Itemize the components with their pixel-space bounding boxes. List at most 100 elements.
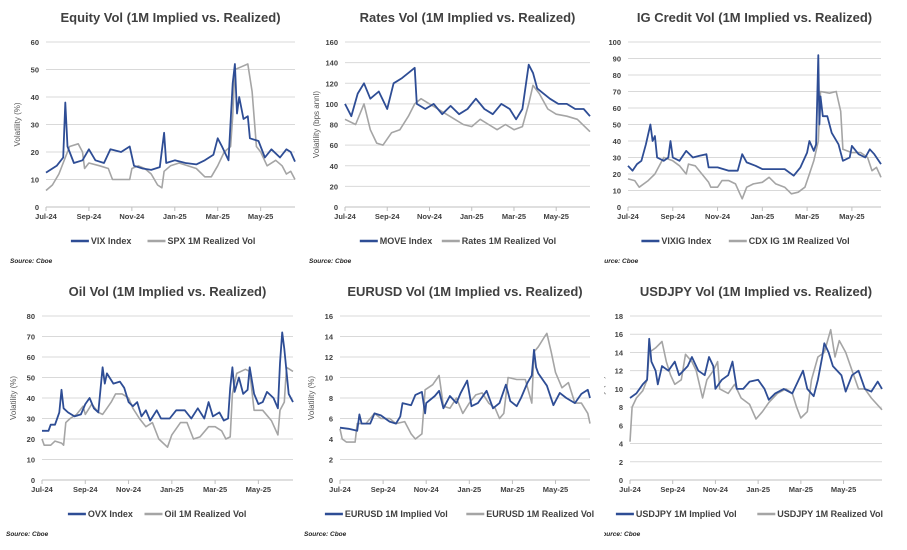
x-tick-label: Mar-25 <box>502 212 526 221</box>
y-tick-label: 0 <box>35 203 39 212</box>
chart-panel: Rates Vol (1M Implied vs. Realized) 0 20 40… <box>302 0 604 275</box>
y-tick-label: 10 <box>615 385 623 394</box>
y-axis-label: Volatility (%) <box>307 376 316 420</box>
legend-label: OVX Index <box>88 509 133 519</box>
x-tick-label: Jan-25 <box>460 212 484 221</box>
y-tick-label: 0 <box>31 476 35 485</box>
y-tick-label: 14 <box>325 333 334 342</box>
y-tick-label: 30 <box>613 154 621 163</box>
legend-label: EURUSD 1M Realized Vol <box>486 509 594 519</box>
x-tick-label: Sep-24 <box>73 485 98 494</box>
y-tick-label: 50 <box>31 66 39 75</box>
legend: OVX Index Oil 1M Realized Vol <box>67 509 247 519</box>
y-tick-label: 20 <box>31 148 39 157</box>
x-tick-label: Mar-25 <box>500 485 524 494</box>
x-tick-label: Nov-24 <box>705 212 731 221</box>
y-tick-label: 30 <box>31 121 39 130</box>
implied-vol-line <box>339 348 591 432</box>
y-tick-label: 0 <box>619 476 623 485</box>
y-tick-label: 12 <box>615 367 623 376</box>
source-note: Source: Cboe <box>6 531 49 538</box>
y-tick-label: 14 <box>615 348 624 357</box>
y-tick-label: 0 <box>329 476 333 485</box>
y-tick-label: 100 <box>608 38 621 47</box>
y-tick-label: 80 <box>613 71 621 80</box>
y-tick-label: 6 <box>329 415 333 424</box>
y-tick-label: 6 <box>619 421 623 430</box>
y-tick-label: 8 <box>619 403 623 412</box>
y-tick-label: 90 <box>613 55 621 64</box>
y-tick-label: 16 <box>615 330 623 339</box>
legend-label: Oil 1M Realized Vol <box>165 509 247 519</box>
y-tick-label: 30 <box>27 415 35 424</box>
x-tick-label: May-25 <box>248 212 273 221</box>
y-tick-label: 40 <box>31 93 39 102</box>
x-tick-label: Mar-25 <box>789 485 813 494</box>
legend-label: VIXIG Index <box>661 236 711 246</box>
y-tick-label: 10 <box>31 176 39 185</box>
y-tick-label: 160 <box>325 38 338 47</box>
realized-vol-line <box>344 84 591 146</box>
y-axis-label: Volatility (%) <box>604 376 606 420</box>
x-tick-label: Mar-25 <box>795 212 819 221</box>
realized-vol-line <box>627 90 882 200</box>
y-tick-label: 50 <box>27 374 35 383</box>
y-axis-label: Volatility (bps annl) <box>312 91 321 158</box>
x-tick-label: Sep-24 <box>77 212 102 221</box>
legend: EURUSD 1M Implied Vol EURUSD 1M Realized … <box>324 509 594 519</box>
y-axis-label: Volatility (%) <box>9 376 18 420</box>
legend-label: SPX 1M Realized Vol <box>168 236 256 246</box>
chart-panel: Equity Vol (1M Implied vs. Realized) 0 10 2… <box>0 0 302 275</box>
x-tick-label: Jul-24 <box>329 485 352 494</box>
chart-svg: Oil Vol (1M Implied vs. Realized) 0 10 20 30… <box>6 284 294 538</box>
x-tick-label: May-25 <box>543 212 568 221</box>
chart-title: IG Credit Vol (1M Implied vs. Realized) <box>637 10 872 25</box>
legend-label: EURUSD 1M Implied Vol <box>345 509 448 519</box>
x-tick-label: Jul-24 <box>334 212 357 221</box>
x-tick-label: May-25 <box>543 485 568 494</box>
chart-svg: USDJPY Vol (1M Implied vs. Realized) 0 2 4 6… <box>604 284 883 538</box>
y-tick-label: 40 <box>613 137 621 146</box>
y-tick-label: 60 <box>27 353 35 362</box>
chart-svg: IG Credit Vol (1M Implied vs. Realized) 0… <box>604 10 882 265</box>
chart-svg: Equity Vol (1M Implied vs. Realized) 0 10 2… <box>10 10 296 265</box>
realized-vol-line <box>339 332 591 443</box>
y-tick-label: 20 <box>613 170 621 179</box>
x-tick-label: Nov-24 <box>417 212 443 221</box>
x-tick-label: Jan-25 <box>746 485 770 494</box>
implied-vol-line <box>627 54 882 177</box>
chart-panel: USDJPY Vol (1M Implied vs. Realized) 0 2 4 6… <box>604 275 906 550</box>
y-tick-label: 12 <box>325 353 333 362</box>
implied-vol-line <box>45 63 296 174</box>
y-tick-label: 50 <box>613 121 621 130</box>
chart-svg: EURUSD Vol (1M Implied vs. Realized) 0 2 4 6… <box>304 284 594 538</box>
y-tick-label: 20 <box>27 435 35 444</box>
chart-title: USDJPY Vol (1M Implied vs. Realized) <box>640 284 872 299</box>
y-tick-label: 60 <box>613 104 621 113</box>
source-note: Source: Cboe <box>10 258 53 265</box>
chart-svg: Rates Vol (1M Implied vs. Realized) 0 20 40… <box>309 10 591 265</box>
realized-vol-line <box>41 366 294 448</box>
x-tick-label: Jan-25 <box>163 212 187 221</box>
y-tick-label: 16 <box>325 312 333 321</box>
source-note: Source: Cboe <box>604 531 641 538</box>
legend-label: USDJPY 1M Implied Vol <box>636 509 737 519</box>
x-tick-label: Sep-24 <box>660 485 685 494</box>
chart-title: EURUSD Vol (1M Implied vs. Realized) <box>347 284 582 299</box>
y-tick-label: 40 <box>330 162 338 171</box>
x-tick-label: Jan-25 <box>457 485 481 494</box>
y-tick-label: 40 <box>27 394 35 403</box>
y-tick-label: 60 <box>330 141 338 150</box>
chart-title: Rates Vol (1M Implied vs. Realized) <box>360 10 576 25</box>
implied-vol-line <box>42 331 294 432</box>
y-tick-label: 80 <box>27 312 35 321</box>
x-tick-label: Jul-24 <box>35 212 58 221</box>
y-tick-label: 0 <box>334 203 338 212</box>
x-tick-label: Sep-24 <box>660 212 685 221</box>
x-tick-label: Nov-24 <box>116 485 142 494</box>
implied-vol-line <box>344 63 591 121</box>
chart-title: Oil Vol (1M Implied vs. Realized) <box>69 284 267 299</box>
y-tick-label: 100 <box>325 100 338 109</box>
y-tick-label: 8 <box>329 394 333 403</box>
x-tick-label: Sep-24 <box>371 485 396 494</box>
